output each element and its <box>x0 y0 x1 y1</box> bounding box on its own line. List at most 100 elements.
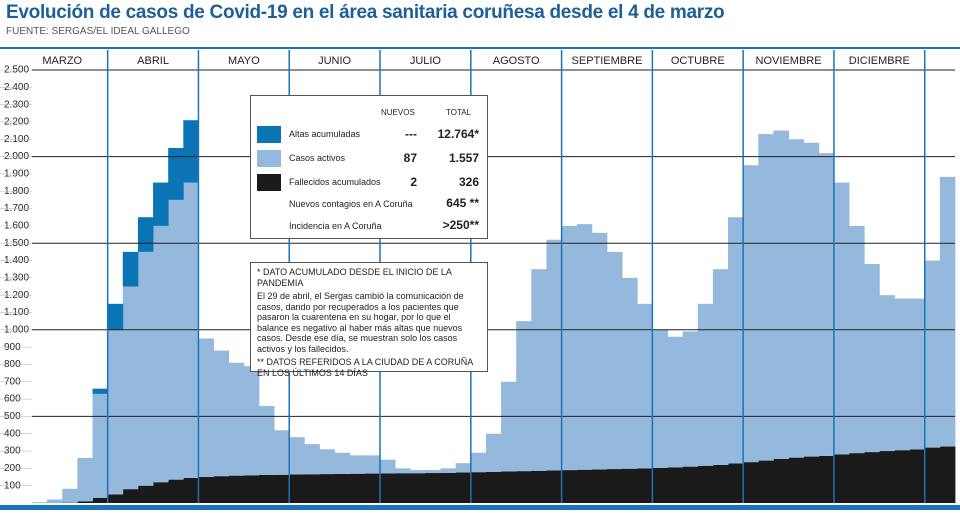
bar-segment <box>183 120 199 183</box>
note: * DATO ACUMULADO DESDE EL INICIO DE LA P… <box>257 267 452 288</box>
bar-segment <box>516 321 532 472</box>
bar-segment <box>849 453 865 503</box>
note: El 29 de abril, el Sergas cambió la comu… <box>257 291 464 354</box>
bar-segment <box>137 251 154 486</box>
bar-segment <box>622 277 638 469</box>
bar-segment <box>546 470 562 503</box>
bar-segment <box>637 303 653 469</box>
bar-segment <box>198 338 214 478</box>
bar-segment <box>289 437 305 475</box>
x-tick-label: SEPTIEMBRE <box>572 55 643 67</box>
bar-segment <box>319 449 336 475</box>
summary-value: 87 <box>403 151 417 165</box>
bar-segment <box>228 475 245 503</box>
bar-segment <box>894 298 911 451</box>
bar-segment <box>47 499 63 503</box>
legend-label: Altas acumuladas <box>289 129 361 139</box>
x-tick-label: AGOSTO <box>493 55 540 67</box>
bar-segment <box>334 473 351 503</box>
bar-segment <box>485 433 502 472</box>
bar-segment <box>258 474 275 503</box>
bar-segment <box>924 447 941 503</box>
bar-segment <box>107 329 124 495</box>
legend-swatch <box>257 150 281 167</box>
bar-segment <box>334 452 351 474</box>
bar-segment <box>531 269 547 471</box>
chart-title: Evolución de casos de Covid-19 en el áre… <box>6 2 725 23</box>
bar-segment <box>153 482 169 503</box>
bar-segment <box>107 494 124 503</box>
notes-box: * DATO ACUMULADO DESDE EL INICIO DE LA P… <box>250 262 488 378</box>
note: ** DATOS REFERIDOS A LA CIUDAD DE A CORU… <box>257 357 473 378</box>
bar-segment <box>304 474 320 503</box>
bar-segment <box>667 467 684 503</box>
x-tick-label: OCTUBRE <box>671 55 725 67</box>
bar-segment <box>712 269 729 465</box>
bar-segment <box>380 473 396 503</box>
summary-label: Incidencia en A Coruña <box>289 221 382 231</box>
bar-segment <box>803 456 820 503</box>
bar-segment <box>773 458 789 503</box>
bar-segment <box>395 473 411 503</box>
bar-segment <box>924 260 941 448</box>
bar-segment <box>228 362 245 476</box>
bar-segment <box>243 475 260 503</box>
bar-segment <box>682 466 699 503</box>
summary-label: Nuevos contagios en A Coruña <box>289 199 413 209</box>
bar-segment <box>516 471 532 503</box>
bar-segment <box>561 470 578 503</box>
legend-label: Casos activos <box>289 153 346 163</box>
bar-segment <box>77 501 93 503</box>
bar-segment <box>682 331 699 467</box>
bar-segment <box>319 474 336 503</box>
bar-segment <box>743 462 759 503</box>
bar-segment <box>425 470 441 474</box>
baseline-bar <box>0 505 960 510</box>
bar-segment <box>743 165 759 463</box>
bar-segment <box>894 450 911 503</box>
bar-segment <box>470 452 487 473</box>
bar-segment <box>606 469 623 503</box>
bar-segment <box>485 471 502 503</box>
summary-header: TOTAL <box>446 108 472 117</box>
bar-segment <box>380 459 396 474</box>
summary-value: 1.557 <box>448 151 479 165</box>
bar-segment <box>803 142 820 457</box>
bar-segment <box>879 295 895 452</box>
summary-value: 326 <box>458 175 479 189</box>
bar-segment <box>289 474 305 503</box>
bar-segment <box>818 153 835 456</box>
bar-segment <box>758 460 774 503</box>
bar-segment <box>395 468 411 474</box>
bar-segment <box>652 467 668 503</box>
bar-segment <box>153 182 169 226</box>
bar-segment <box>546 239 562 471</box>
x-tick-label: JUNIO <box>318 55 351 67</box>
bar-segment <box>864 263 880 453</box>
bar-segment <box>168 147 184 200</box>
summary-value: --- <box>405 127 417 141</box>
legend-label: Fallecidos acumulados <box>289 177 381 187</box>
bar-segment <box>697 303 714 466</box>
bar-segment <box>864 452 880 503</box>
bar-segment <box>833 182 850 455</box>
bar-segment <box>652 329 668 468</box>
bar-segment <box>849 225 865 454</box>
bar-segment <box>909 298 926 450</box>
bar-segment <box>274 430 290 475</box>
bar-segment <box>728 217 744 464</box>
x-tick-label: NOVIEMBRE <box>756 55 822 67</box>
bar-segment <box>213 476 230 503</box>
summary-value: 2 <box>410 175 417 189</box>
bar-segment <box>758 134 774 461</box>
bar-segment <box>153 225 169 483</box>
bar-segment <box>697 465 714 503</box>
summary-value: 12.764* <box>437 127 479 141</box>
bar-segment <box>576 469 593 503</box>
bar-segment <box>364 473 381 503</box>
bar-segment <box>455 463 472 473</box>
bar-segment <box>213 350 230 477</box>
bar-segment <box>122 286 139 490</box>
bar-segment <box>304 444 320 475</box>
